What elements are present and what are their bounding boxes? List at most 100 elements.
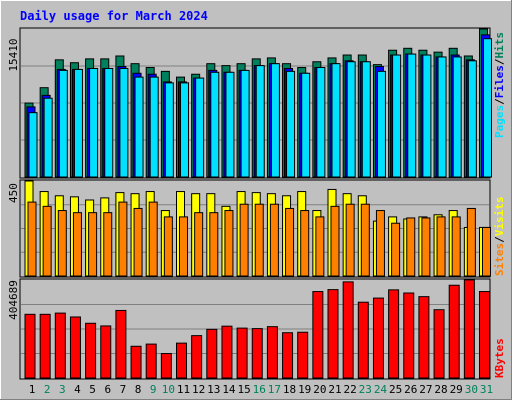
- kbytes-bar-day-26: [403, 292, 415, 379]
- kbytes-bar-day-27: [418, 296, 430, 379]
- kbytes-bar-day-13: [206, 328, 218, 379]
- pages-bar-day-3: [58, 69, 68, 178]
- kbytes-bar-day-15: [236, 327, 248, 379]
- day-label-24: 24: [374, 383, 388, 396]
- kbytes-bar-day-8: [130, 345, 142, 379]
- kbytes-bar-day-10: [160, 353, 172, 379]
- sites-bar-day-1: [27, 201, 37, 277]
- sites-bar-day-12: [194, 212, 204, 277]
- pages-bar-day-13: [210, 71, 220, 178]
- max-label-hits-files-pages: 15410: [7, 38, 20, 71]
- kbytes-bar-day-1: [24, 313, 36, 379]
- sites-bar-day-8: [133, 207, 143, 277]
- sites-bar-day-3: [57, 210, 67, 277]
- kbytes-bar-day-19: [297, 331, 309, 379]
- bars: [24, 28, 492, 379]
- kbytes-bar-day-9: [145, 343, 157, 379]
- pages-bar-day-9: [149, 76, 159, 178]
- sites-bar-day-25: [391, 222, 401, 277]
- sites-bar-day-24: [375, 210, 385, 277]
- sites-bar-day-27: [421, 217, 431, 277]
- sites-bar-day-13: [209, 212, 219, 277]
- legend-separator: /: [493, 58, 506, 65]
- day-label-15: 15: [237, 383, 250, 396]
- sites-bar-day-10: [163, 216, 173, 277]
- pages-bar-day-12: [195, 77, 205, 178]
- day-label-3: 3: [59, 383, 66, 396]
- sites-bar-day-20: [315, 216, 325, 277]
- chart-title: Daily usage for March 2024: [20, 9, 208, 23]
- day-label-9: 9: [150, 383, 157, 396]
- sites-bar-day-17: [269, 203, 279, 277]
- kbytes-bar-day-11: [176, 342, 187, 379]
- sites-bar-day-6: [103, 212, 113, 277]
- kbytes-bar-day-2: [39, 313, 51, 379]
- sites-bar-day-2: [42, 205, 52, 277]
- legend-item-kbytes: KBytes: [493, 338, 506, 378]
- sites-bar-day-9: [148, 201, 158, 277]
- pages-bar-day-6: [104, 67, 114, 178]
- legend-item-hits: Hits: [493, 32, 506, 59]
- day-label-16: 16: [253, 383, 266, 396]
- kbytes-bar-day-6: [100, 325, 112, 379]
- legend-hits-files-pages: Pages/Files/Hits: [493, 32, 506, 138]
- kbytes-bar-day-3: [54, 312, 66, 379]
- pages-bar-day-1: [28, 112, 38, 178]
- day-label-23: 23: [359, 383, 372, 396]
- kbytes-bar-day-21: [327, 289, 339, 379]
- max-label-kbytes: 404689: [7, 280, 20, 320]
- day-label-30: 30: [465, 383, 478, 396]
- sites-bar-day-7: [118, 201, 128, 277]
- day-label-25: 25: [389, 383, 402, 396]
- sites-bar-day-16: [254, 203, 264, 277]
- kbytes-bar-day-23: [357, 301, 369, 379]
- kbytes-bar-day-28: [433, 309, 445, 379]
- max-label-visits-sites: 450: [7, 183, 20, 203]
- day-label-12: 12: [192, 383, 205, 396]
- pages-bar-day-23: [361, 61, 371, 178]
- pages-bar-day-2: [43, 97, 53, 178]
- legend-visits-sites: Sites/Visits: [493, 197, 506, 277]
- pages-bar-day-15: [240, 69, 250, 178]
- day-label-1: 1: [29, 383, 36, 396]
- pages-bar-day-19: [301, 72, 311, 178]
- day-label-27: 27: [419, 383, 432, 396]
- kbytes-bar-day-31: [479, 291, 490, 379]
- sites-bar-day-5: [88, 212, 98, 277]
- legend-separator: /: [493, 98, 506, 105]
- day-label-18: 18: [283, 383, 296, 396]
- kbytes-bar-day-7: [115, 309, 127, 379]
- sites-bar-day-14: [224, 210, 234, 277]
- pages-bar-day-5: [89, 67, 99, 178]
- day-label-7: 7: [120, 383, 127, 396]
- day-label-4: 4: [74, 383, 81, 396]
- legend-item-visits: Visits: [493, 197, 506, 237]
- sites-bar-day-23: [360, 203, 370, 277]
- day-label-19: 19: [298, 383, 311, 396]
- sites-bar-day-29: [451, 216, 461, 277]
- day-label-26: 26: [404, 383, 417, 396]
- sites-bar-day-22: [345, 203, 355, 277]
- day-label-20: 20: [313, 383, 326, 396]
- sites-bar-day-26: [406, 217, 416, 277]
- day-label-29: 29: [450, 383, 463, 396]
- day-label-13: 13: [207, 383, 220, 396]
- day-label-8: 8: [135, 383, 142, 396]
- kbytes-bar-day-25: [388, 289, 400, 379]
- labels: 15410 450 404689 Pages/Files/Hits Sites/Visi…: [7, 32, 506, 396]
- pages-bar-day-17: [270, 63, 280, 178]
- kbytes-bar-day-24: [372, 297, 384, 379]
- pages-bar-day-21: [331, 63, 341, 178]
- pages-bar-day-24: [376, 70, 386, 178]
- pages-bar-day-27: [422, 54, 432, 178]
- pages-bar-day-8: [134, 76, 144, 178]
- day-label-28: 28: [434, 383, 447, 396]
- sites-bar-day-18: [285, 207, 295, 277]
- sites-bar-day-30: [466, 207, 476, 277]
- kbytes-bar-day-17: [266, 326, 278, 379]
- day-label-22: 22: [344, 383, 357, 396]
- kbytes-bar-day-14: [221, 325, 233, 379]
- kbytes-bar-day-20: [312, 291, 324, 379]
- legend-item-pages: Pages: [493, 105, 506, 138]
